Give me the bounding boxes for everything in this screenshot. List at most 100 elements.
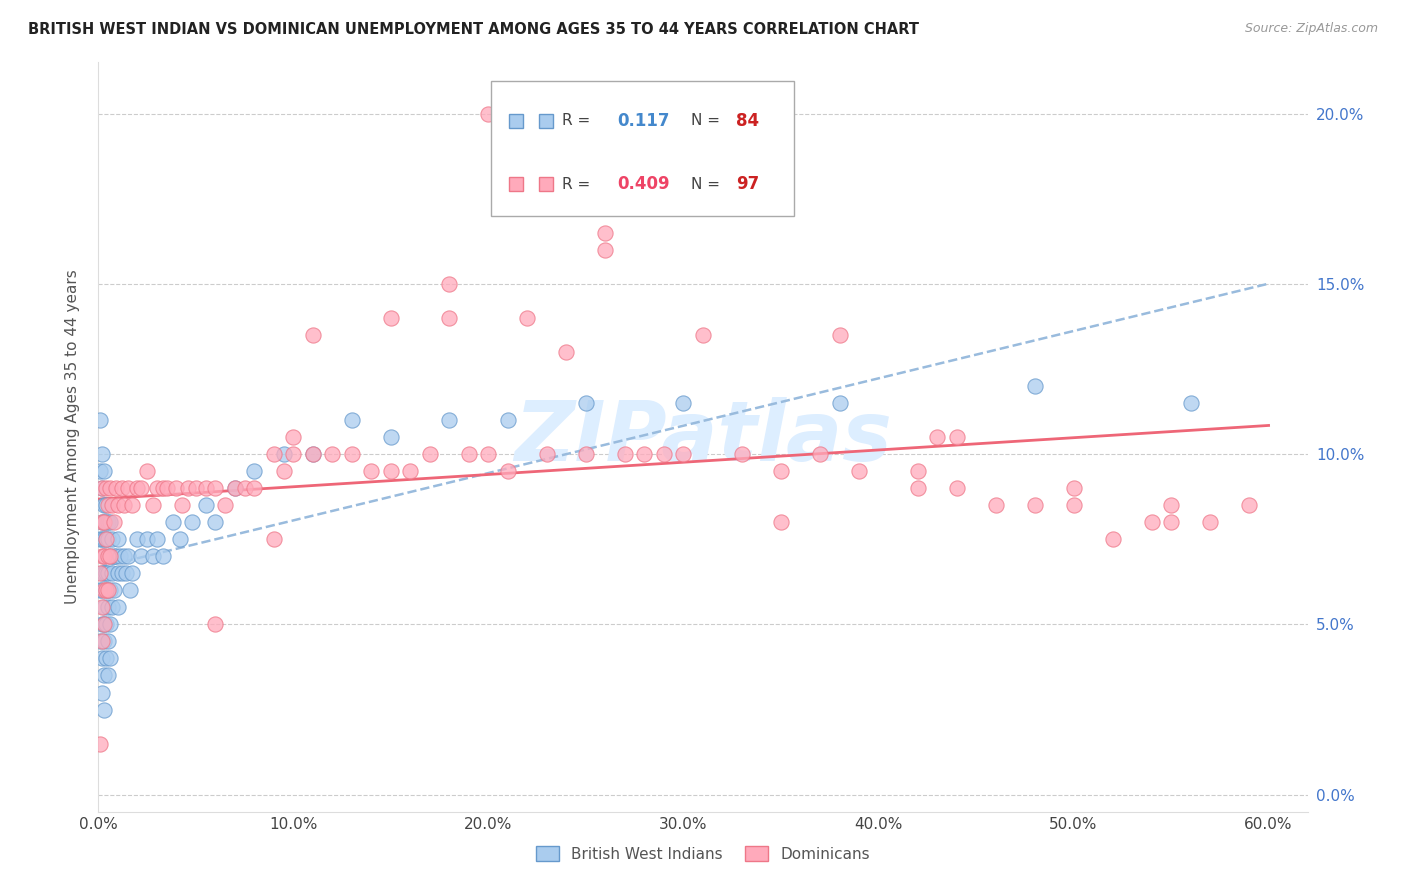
Point <box>89 566 111 581</box>
Point <box>93 634 115 648</box>
Point <box>127 533 149 547</box>
Point <box>1101 533 1123 547</box>
Point <box>91 685 114 699</box>
Point <box>103 583 125 598</box>
Point <box>340 447 363 461</box>
Point <box>136 464 159 478</box>
Point <box>98 481 121 495</box>
Point <box>146 481 169 495</box>
Point <box>302 447 325 461</box>
Point <box>152 481 174 495</box>
Point <box>91 600 114 615</box>
Point <box>93 515 115 529</box>
Point <box>477 106 499 120</box>
Point <box>945 430 967 444</box>
Point <box>97 533 120 547</box>
Point <box>93 498 115 512</box>
Point <box>98 651 121 665</box>
Point <box>555 345 578 359</box>
FancyBboxPatch shape <box>492 81 793 216</box>
Point <box>243 464 266 478</box>
Point <box>108 549 131 564</box>
Point <box>439 310 461 325</box>
Text: Source: ZipAtlas.com: Source: ZipAtlas.com <box>1244 22 1378 36</box>
Point <box>595 243 617 257</box>
Point <box>96 583 118 598</box>
Point <box>477 447 499 461</box>
Point <box>177 481 200 495</box>
Point <box>302 447 325 461</box>
Point <box>117 549 139 564</box>
Point <box>181 515 204 529</box>
Point <box>93 464 115 478</box>
Point <box>93 668 115 682</box>
Point <box>96 515 118 529</box>
Point <box>808 447 831 461</box>
Point <box>97 549 120 564</box>
Point <box>91 481 114 495</box>
Text: R =: R = <box>561 113 595 128</box>
Point <box>97 600 120 615</box>
Point <box>283 430 305 444</box>
Point <box>101 533 124 547</box>
Point <box>91 515 114 529</box>
Point <box>614 447 637 461</box>
Point <box>152 549 174 564</box>
Point <box>93 515 115 529</box>
Point <box>142 549 165 564</box>
Point <box>1237 498 1260 512</box>
Point <box>146 533 169 547</box>
Point <box>121 566 143 581</box>
Point <box>97 668 120 682</box>
Point <box>1063 481 1085 495</box>
Point <box>89 533 111 547</box>
Point <box>93 702 115 716</box>
Point <box>98 583 121 598</box>
Point <box>243 481 266 495</box>
Point <box>112 549 135 564</box>
Point <box>93 549 115 564</box>
Point <box>96 617 118 632</box>
Point <box>439 277 461 291</box>
Point <box>91 634 114 648</box>
Point <box>93 566 115 581</box>
Point <box>93 583 115 598</box>
Point <box>169 533 191 547</box>
Point <box>96 498 118 512</box>
Point <box>204 515 226 529</box>
Point <box>233 481 256 495</box>
Point <box>302 327 325 342</box>
Point <box>142 498 165 512</box>
Point <box>907 481 929 495</box>
Point <box>672 396 695 410</box>
Point <box>101 600 124 615</box>
Point <box>925 430 948 444</box>
Point <box>93 549 115 564</box>
Point <box>907 464 929 478</box>
Point <box>1160 515 1182 529</box>
Point <box>224 481 246 495</box>
Point <box>114 566 136 581</box>
Text: BRITISH WEST INDIAN VS DOMINICAN UNEMPLOYMENT AMONG AGES 35 TO 44 YEARS CORRELAT: BRITISH WEST INDIAN VS DOMINICAN UNEMPLO… <box>28 22 920 37</box>
Point <box>96 583 118 598</box>
Point <box>575 396 598 410</box>
Point <box>984 498 1007 512</box>
Point <box>96 566 118 581</box>
Point <box>107 533 129 547</box>
Point <box>91 617 114 632</box>
Y-axis label: Unemployment Among Ages 35 to 44 years: Unemployment Among Ages 35 to 44 years <box>65 269 80 605</box>
Point <box>103 549 125 564</box>
Point <box>340 413 363 427</box>
Point <box>273 464 295 478</box>
Point <box>97 566 120 581</box>
Point <box>172 498 194 512</box>
Point <box>97 515 120 529</box>
Point <box>945 481 967 495</box>
Point <box>380 310 402 325</box>
Point <box>121 498 143 512</box>
Point <box>156 481 179 495</box>
Point <box>131 549 153 564</box>
Point <box>101 498 124 512</box>
Text: N =: N = <box>690 113 720 128</box>
Point <box>91 447 114 461</box>
